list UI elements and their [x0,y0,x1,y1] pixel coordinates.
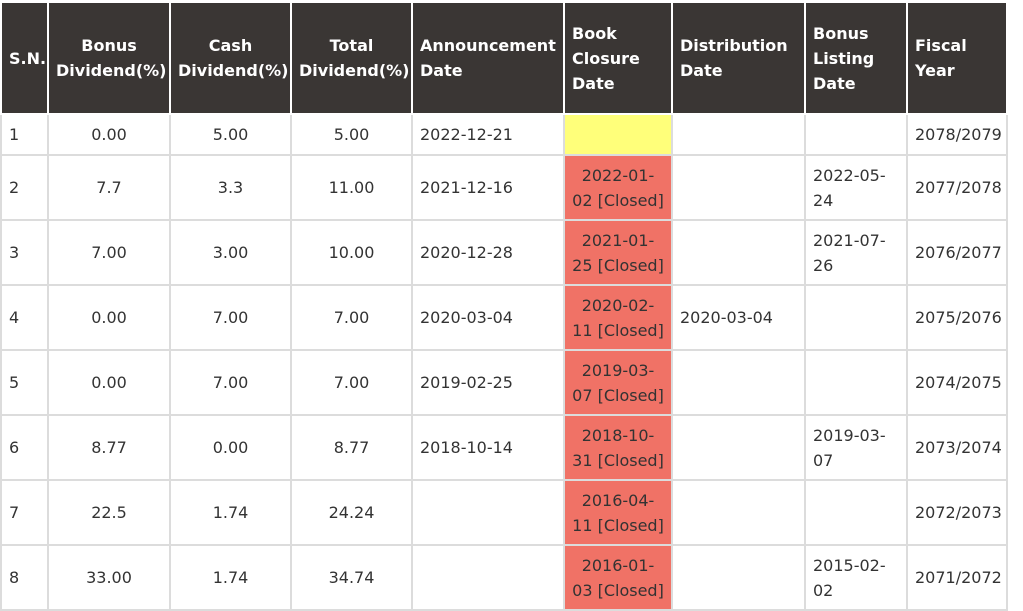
cell-bonus-listing-date [804,113,908,156]
cell-fiscal-year: 2073/2074 [906,414,1008,481]
cell-cash-dividend: 1.74 [169,479,292,546]
book-closure-closed-badge: 2016-01-03 [Closed] [563,544,673,611]
cell-sn: 3 [0,219,49,286]
cell-bonus-listing-date: 2019-03-07 [804,414,908,481]
cell-sn: 6 [0,414,49,481]
cell-fiscal-year: 2078/2079 [906,113,1008,156]
book-closure-closed-badge: 2021-01-25 [Closed] [563,219,673,286]
table-header-row: S.N. Bonus Dividend(%) Cash Dividend(%) … [0,3,1008,115]
cell-total-dividend: 24.24 [290,479,413,546]
book-closure-closed-badge: 2019-03-07 [Closed] [563,349,673,416]
cell-sn: 2 [0,154,49,221]
header-book-closure-date[interactable]: Book Closure Date [563,3,673,115]
cell-distribution-date [671,154,806,221]
cell-bonus-listing-date: 2022-05-24 [804,154,908,221]
cell-distribution-date [671,544,806,611]
cell-fiscal-year: 2074/2075 [906,349,1008,416]
book-closure-pending-badge [563,113,673,156]
cell-distribution-date [671,479,806,546]
cell-fiscal-year: 2077/2078 [906,154,1008,221]
header-fiscal-year[interactable]: Fiscal Year [906,3,1008,115]
cell-total-dividend: 5.00 [290,113,413,156]
cell-bonus-dividend: 7.7 [47,154,171,221]
table-row: 7 22.5 1.74 24.24 2016-04-11 [Closed] 2072/20… [0,479,1008,546]
table-row: 3 7.00 3.00 10.00 2020-12-28 2021-01-25 [Clos… [0,219,1008,286]
cell-announcement-date: 2018-10-14 [411,414,565,481]
cell-total-dividend: 8.77 [290,414,413,481]
header-cash-dividend[interactable]: Cash Dividend(%) [169,3,292,115]
cell-bonus-listing-date [804,479,908,546]
cell-bonus-listing-date: 2015-02-02 [804,544,908,611]
cell-total-dividend: 10.00 [290,219,413,286]
cell-bonus-dividend: 22.5 [47,479,171,546]
cell-distribution-date [671,349,806,416]
cell-bonus-dividend: 33.00 [47,544,171,611]
cell-distribution-date [671,414,806,481]
cell-fiscal-year: 2072/2073 [906,479,1008,546]
cell-bonus-listing-date [804,284,908,351]
table-row: 4 0.00 7.00 7.00 2020-03-04 2020-02-11 [Close… [0,284,1008,351]
cell-distribution-date [671,113,806,156]
cell-bonus-dividend: 8.77 [47,414,171,481]
cell-fiscal-year: 2071/2072 [906,544,1008,611]
cell-cash-dividend: 5.00 [169,113,292,156]
table-row: 5 0.00 7.00 7.00 2019-02-25 2019-03-07 [Close… [0,349,1008,416]
cell-announcement-date [411,544,565,611]
book-closure-closed-badge: 2022-01-02 [Closed] [563,154,673,221]
cell-bonus-dividend: 7.00 [47,219,171,286]
table-row: 6 8.77 0.00 8.77 2018-10-14 2018-10-31 [Close… [0,414,1008,481]
cell-cash-dividend: 7.00 [169,349,292,416]
cell-fiscal-year: 2075/2076 [906,284,1008,351]
table-row: 2 7.7 3.3 11.00 2021-12-16 2022-01-02 [Closed… [0,154,1008,221]
table-row: 1 0.00 5.00 5.00 2022-12-21 2078/2079 [0,113,1008,156]
cell-cash-dividend: 0.00 [169,414,292,481]
cell-total-dividend: 34.74 [290,544,413,611]
cell-total-dividend: 7.00 [290,284,413,351]
book-closure-closed-badge: 2018-10-31 [Closed] [563,414,673,481]
cell-announcement-date: 2020-12-28 [411,219,565,286]
cell-bonus-listing-date: 2021-07-26 [804,219,908,286]
cell-sn: 5 [0,349,49,416]
book-closure-closed-badge: 2016-04-11 [Closed] [563,479,673,546]
cell-bonus-listing-date [804,349,908,416]
header-bonus-listing-date[interactable]: Bonus Listing Date [804,3,908,115]
table-body: 1 0.00 5.00 5.00 2022-12-21 2078/2079 2 7.7 3.3 1… [0,113,1008,611]
cell-sn: 7 [0,479,49,546]
cell-announcement-date: 2022-12-21 [411,113,565,156]
header-distribution-date[interactable]: Distribution Date [671,3,806,115]
header-sn[interactable]: S.N. [0,3,49,115]
cell-sn: 1 [0,113,49,156]
header-total-dividend[interactable]: Total Dividend(%) [290,3,413,115]
cell-bonus-dividend: 0.00 [47,113,171,156]
header-announcement-date[interactable]: Announcement Date [411,3,565,115]
cell-announcement-date [411,479,565,546]
cell-cash-dividend: 7.00 [169,284,292,351]
cell-bonus-dividend: 0.00 [47,284,171,351]
cell-bonus-dividend: 0.00 [47,349,171,416]
cell-cash-dividend: 3.3 [169,154,292,221]
table-row: 8 33.00 1.74 34.74 2016-01-03 [Closed] 2015-0… [0,544,1008,611]
cell-cash-dividend: 1.74 [169,544,292,611]
cell-announcement-date: 2021-12-16 [411,154,565,221]
cell-sn: 8 [0,544,49,611]
cell-total-dividend: 11.00 [290,154,413,221]
cell-announcement-date: 2019-02-25 [411,349,565,416]
cell-announcement-date: 2020-03-04 [411,284,565,351]
header-bonus-dividend[interactable]: Bonus Dividend(%) [47,3,171,115]
cell-distribution-date: 2020-03-04 [671,284,806,351]
dividend-table: S.N. Bonus Dividend(%) Cash Dividend(%) … [0,3,1008,611]
cell-cash-dividend: 3.00 [169,219,292,286]
cell-fiscal-year: 2076/2077 [906,219,1008,286]
book-closure-closed-badge: 2020-02-11 [Closed] [563,284,673,351]
cell-total-dividend: 7.00 [290,349,413,416]
cell-distribution-date [671,219,806,286]
cell-sn: 4 [0,284,49,351]
